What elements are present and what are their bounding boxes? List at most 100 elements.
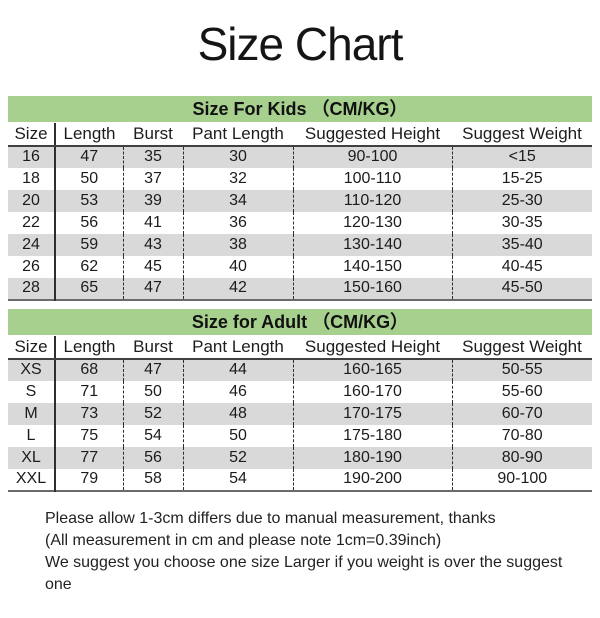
measurement-notes: Please allow 1-3cm differs due to manual… (45, 508, 592, 596)
table-cell: 41 (123, 211, 184, 234)
table-cell: 42 (183, 277, 294, 300)
table-row: 20 53 39 34 110-120 25-30 (8, 189, 592, 212)
table-cell: 40-45 (501, 257, 543, 275)
table-cell: 80-90 (501, 448, 543, 466)
table-cell: 45-50 (501, 279, 543, 297)
column-header-pant-length: Pant Length (183, 122, 293, 147)
kids-header-row: Size Length Burst Pant Length Suggested … (8, 122, 592, 147)
table-cell: 140-150 (293, 255, 453, 278)
table-cell: 55-60 (501, 382, 543, 400)
table-cell: 180-190 (293, 446, 453, 469)
table-cell: 160-170 (293, 380, 453, 403)
column-header-size: Size (8, 335, 56, 360)
table-cell: 75 (55, 424, 124, 447)
column-header-length: Length (55, 335, 123, 360)
table-cell: 110-120 (293, 189, 453, 212)
table-cell: S (8, 380, 56, 403)
adult-table-title-band: Size for Adult （CM/KG） (8, 308, 592, 335)
table-cell: 60-70 (501, 404, 543, 422)
adult-header-row: Size Length Burst Pant Length Suggested … (8, 335, 592, 360)
table-cell: 32 (183, 167, 294, 190)
column-header-burst: Burst (123, 335, 183, 360)
table-cell: 160-165 (293, 358, 453, 381)
column-header-suggest-weight: Suggest Weight (452, 335, 592, 360)
table-cell: 71 (55, 380, 124, 403)
table-cell: 68 (55, 358, 124, 381)
table-cell: 175-180 (293, 424, 453, 447)
table-cell: 25-30 (501, 191, 543, 209)
kids-size-section: Size For Kids （CM/KG） Size Length Burst … (8, 95, 592, 301)
table-cell: 16 (8, 145, 56, 168)
table-row: S 71 50 46 160-170 55-60 (8, 380, 592, 403)
table-cell: 77 (55, 446, 124, 469)
table-cell: 65 (55, 277, 124, 300)
table-row: 16 47 35 30 90-100 <15 (8, 145, 592, 168)
table-cell: XS (8, 358, 56, 381)
table-cell: 28 (8, 277, 56, 300)
table-cell: L (8, 424, 56, 447)
note-line: Please allow 1-3cm differs due to manual… (45, 509, 496, 527)
adult-size-section: Size for Adult （CM/KG） Size Length Burst… (8, 308, 592, 492)
table-cell: 39 (123, 189, 184, 212)
table-cell: 48 (183, 402, 294, 425)
table-cell: 54 (123, 424, 184, 447)
table-cell: 50-55 (501, 361, 543, 379)
table-cell: 18 (8, 167, 56, 190)
table-cell: 43 (123, 233, 184, 256)
table-row: 18 50 37 32 100-110 15-25 (8, 167, 592, 190)
table-cell: M (8, 402, 56, 425)
table-cell: 120-130 (293, 211, 453, 234)
table-cell: 58 (123, 468, 184, 491)
table-row: M 73 52 48 170-175 60-70 (8, 402, 592, 425)
table-cell: 36 (183, 211, 294, 234)
page-title: Size Chart (197, 18, 404, 70)
table-cell: 52 (183, 446, 294, 469)
table-cell: 53 (55, 189, 124, 212)
table-row: 24 59 43 38 130-140 35-40 (8, 233, 592, 256)
table-cell: 45 (123, 255, 184, 278)
column-header-length: Length (55, 122, 123, 147)
adult-size-table: Size Length Burst Pant Length Suggested … (8, 335, 592, 492)
table-row: XS 68 47 44 160-165 50-55 (8, 358, 592, 381)
table-cell: 22 (8, 211, 56, 234)
table-cell: 90-100 (497, 470, 548, 488)
column-header-pant-length: Pant Length (183, 335, 293, 360)
table-cell: 170-175 (293, 402, 453, 425)
table-cell: <15 (508, 148, 536, 166)
table-cell: 30-35 (501, 213, 543, 231)
table-cell: 50 (123, 380, 184, 403)
table-cell: 130-140 (293, 233, 453, 256)
table-row: 28 65 47 42 150-160 45-50 (8, 277, 592, 300)
table-cell: 54 (183, 468, 294, 491)
table-cell: 26 (8, 255, 56, 278)
table-cell: 24 (8, 233, 56, 256)
table-row: L 75 54 50 175-180 70-80 (8, 424, 592, 447)
table-cell: 150-160 (293, 277, 453, 300)
table-cell: 52 (123, 402, 184, 425)
note-line: (All measurement in cm and please note 1… (45, 531, 442, 549)
table-cell: 35 (123, 145, 184, 168)
table-cell: 47 (123, 277, 184, 300)
table-row: XL 77 56 52 180-190 80-90 (8, 446, 592, 469)
table-row: 22 56 41 36 120-130 30-35 (8, 211, 592, 234)
table-cell: 46 (183, 380, 294, 403)
table-cell: 38 (183, 233, 294, 256)
table-cell: 20 (8, 189, 56, 212)
note-line: We suggest you choose one size Larger if… (45, 553, 563, 593)
table-cell: 40 (183, 255, 294, 278)
table-cell: 62 (55, 255, 124, 278)
table-cell: 15-25 (501, 169, 543, 187)
table-row: 26 62 45 40 140-150 40-45 (8, 255, 592, 278)
column-header-burst: Burst (123, 122, 183, 147)
table-cell: 47 (55, 145, 124, 168)
column-header-suggested-height: Suggested Height (293, 122, 452, 147)
column-header-suggested-height: Suggested Height (293, 335, 452, 360)
table-cell: 56 (123, 446, 184, 469)
table-cell: 30 (183, 145, 294, 168)
table-cell: 37 (123, 167, 184, 190)
column-header-size: Size (8, 122, 56, 147)
table-cell: 59 (55, 233, 124, 256)
table-cell: 70-80 (501, 426, 543, 444)
kids-table-body: 16 47 35 30 90-100 <15 18 50 37 32 100-110 15-25 20 5… (8, 145, 592, 300)
table-cell: 90-100 (293, 145, 453, 168)
